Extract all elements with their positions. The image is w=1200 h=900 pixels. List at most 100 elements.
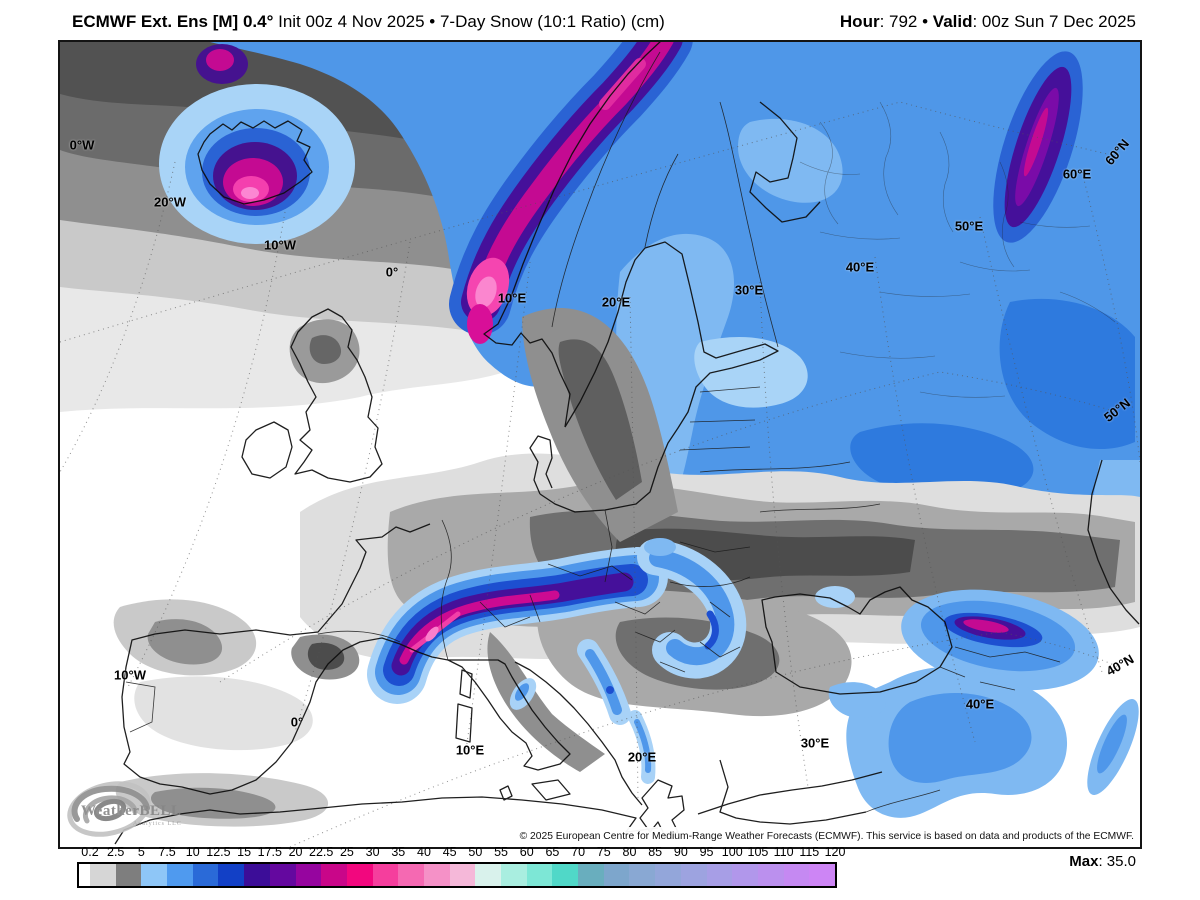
colorbar-segment bbox=[90, 864, 116, 886]
norway-snow-spine bbox=[449, 42, 693, 344]
colorbar-segment bbox=[603, 864, 630, 886]
colorbar-tick: 30 bbox=[365, 845, 380, 859]
colorbar-tick: 65 bbox=[545, 845, 560, 859]
alps-snow-maximum bbox=[367, 547, 668, 704]
max-value: : 35.0 bbox=[1098, 853, 1136, 870]
map-coord-label: 0°W bbox=[69, 137, 95, 153]
colorbar-tick: 40 bbox=[417, 845, 431, 859]
colorbar-segment bbox=[449, 864, 476, 886]
logo-brand-text: WeatherBELL bbox=[81, 803, 182, 819]
map-title: ECMWF Ext. Ens [M] 0.4° Init 00z 4 Nov 2… bbox=[72, 11, 665, 33]
weather-map: WeatherBELL Analytics LLC © 2025 Europea… bbox=[58, 40, 1142, 849]
colorbar-tick: 75 bbox=[596, 845, 611, 859]
colorbar-tick: 55 bbox=[494, 845, 508, 859]
colorbar-segment bbox=[244, 864, 270, 886]
colorbar-tick: 95 bbox=[699, 845, 714, 859]
colorbar-tick: 80 bbox=[622, 845, 637, 859]
colorbar-tick-labels: 0.2 2.5 5 7.5 10 12.5 15 17.5 20 22.5 25 30 35 40 45 50… bbox=[58, 845, 1138, 861]
hour-value: : 792 • bbox=[879, 12, 933, 31]
colorbar-tick: 110 bbox=[773, 845, 794, 859]
ural-snow-streak bbox=[993, 51, 1083, 243]
colorbar-tick: 7.5 bbox=[158, 845, 176, 859]
colorbar-tick: 17.5 bbox=[257, 845, 282, 859]
map-coord-label: 10°W bbox=[114, 667, 146, 683]
colorbar-segment bbox=[372, 864, 399, 886]
colorbar-segment bbox=[79, 864, 90, 886]
map-coord-label: 20°E bbox=[627, 749, 657, 765]
colorbar-segment bbox=[115, 864, 142, 886]
valid-label: Valid bbox=[932, 12, 973, 31]
colorbar-tick: 10 bbox=[185, 845, 200, 859]
map-coord-label: 10°E bbox=[455, 742, 485, 758]
colorbar-segment bbox=[269, 864, 296, 886]
colorbar-segment bbox=[578, 864, 604, 886]
colorbar-tick: 35 bbox=[391, 845, 406, 859]
map-coord-label: 0° bbox=[290, 714, 304, 730]
colorbar-tick: 50 bbox=[468, 845, 483, 859]
colorbar-tick: 85 bbox=[648, 845, 663, 859]
colorbar-segment bbox=[192, 864, 219, 886]
map-valid-time: Hour: 792 • Valid: 00z Sun 7 Dec 2025 bbox=[840, 11, 1136, 33]
colorbar-segment bbox=[732, 864, 758, 886]
map-coord-label: 10°E bbox=[497, 290, 527, 306]
colorbar-segment bbox=[552, 864, 579, 886]
max-label: Max bbox=[1069, 853, 1099, 870]
colorbar-segment bbox=[218, 864, 245, 886]
map-coord-label: 20°E bbox=[601, 294, 631, 310]
iceland-snow-maximum bbox=[159, 44, 355, 244]
colorbar-tick: 15 bbox=[237, 845, 252, 859]
colorbar-segment bbox=[321, 864, 347, 886]
map-coord-label: 30°E bbox=[734, 282, 764, 298]
colorbar-tick: 100 bbox=[721, 845, 743, 859]
hour-label: Hour bbox=[839, 12, 880, 31]
colorbar-segment bbox=[783, 864, 810, 886]
map-coord-label: 0° bbox=[385, 264, 399, 280]
colorbar-tick: 25 bbox=[339, 845, 354, 859]
colorbar-segment bbox=[167, 864, 193, 886]
colorbar-segment bbox=[501, 864, 527, 886]
colorbar-tick: 45 bbox=[442, 845, 457, 859]
graticule bbox=[60, 101, 1140, 847]
map-title-model: ECMWF Ext. Ens [M] 0.4° bbox=[72, 12, 274, 31]
colorbar-tick: 115 bbox=[799, 845, 820, 859]
colorbar-segment bbox=[757, 864, 784, 886]
colorbar-tick: 5 bbox=[137, 845, 145, 859]
colorbar-segment bbox=[655, 864, 681, 886]
colorbar-scale bbox=[77, 862, 837, 888]
map-title-detail: Init 00z 4 Nov 2025 • 7-Day Snow (10:1 R… bbox=[273, 12, 665, 31]
country-borders bbox=[125, 51, 1061, 813]
snowfall-colorbar: 0.2 2.5 5 7.5 10 12.5 15 17.5 20 22.5 25 30 35 40 45 50… bbox=[58, 845, 1138, 897]
colorbar-tick: 20 bbox=[288, 845, 303, 859]
colorbar-tick: 0.2 bbox=[81, 845, 99, 859]
colorbar-segment bbox=[526, 864, 553, 886]
map-coord-label: 10°W bbox=[264, 237, 296, 253]
carpathian-blue-arc bbox=[637, 538, 747, 679]
map-coord-label: 60°E bbox=[1062, 166, 1092, 182]
colorbar-tick: 90 bbox=[673, 845, 688, 859]
ecmwf-copyright: © 2025 European Centre for Medium-Range … bbox=[511, 827, 1140, 847]
max-value-label: Max: 35.0 bbox=[1069, 853, 1136, 870]
colorbar-segment bbox=[346, 864, 373, 886]
colorbar-tick: 2.5 bbox=[106, 845, 125, 859]
colorbar-tick: 120 bbox=[824, 845, 846, 859]
colorbar-tick: 105 bbox=[747, 845, 769, 859]
colorbar-segment bbox=[398, 864, 424, 886]
colorbar-tick: 12.5 bbox=[206, 845, 231, 859]
colorbar-tick: 22.5 bbox=[309, 845, 334, 859]
map-coord-label: 20°W bbox=[154, 194, 186, 210]
colorbar-tick: 60 bbox=[519, 845, 534, 859]
colorbar-segment bbox=[809, 864, 835, 886]
weatherbell-logo: WeatherBELL Analytics LLC bbox=[67, 781, 182, 837]
colorbar-segment bbox=[706, 864, 733, 886]
map-coord-label: 40°E bbox=[965, 696, 995, 712]
snowfall-map-canvas bbox=[60, 42, 1140, 847]
colorbar-segment bbox=[423, 864, 450, 886]
caucasus-anatolia-snow bbox=[815, 586, 1139, 818]
map-coord-label: 50°E bbox=[954, 218, 984, 234]
admin-borders-mesh bbox=[799, 101, 1116, 398]
colorbar-segment bbox=[680, 864, 707, 886]
valid-value: : 00z Sun 7 Dec 2025 bbox=[972, 12, 1136, 31]
map-coord-label: 40°E bbox=[845, 259, 875, 275]
logo-sub-text: Analytics LLC bbox=[133, 821, 182, 827]
colorbar-segment bbox=[295, 864, 322, 886]
